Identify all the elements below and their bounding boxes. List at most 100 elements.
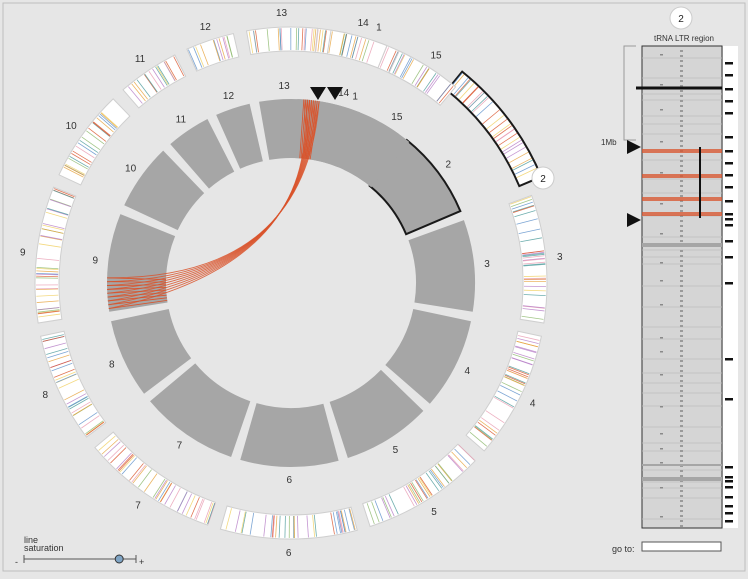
detail-ltr-mark	[680, 275, 683, 277]
detail-side-tick	[725, 486, 733, 489]
detail-col-header-ltr: LTR region	[675, 34, 714, 43]
goto-input[interactable]	[642, 542, 721, 551]
detail-ltr-mark	[680, 205, 683, 207]
selected-chromosome-marker-label: 2	[540, 174, 546, 185]
detail-ltr-mark	[680, 425, 683, 427]
saturation-slider-handle[interactable]	[115, 555, 123, 563]
detail-ltr-mark	[680, 380, 683, 382]
outer-chromosome-14[interactable]	[327, 30, 387, 68]
detail-ltr-mark	[680, 55, 683, 57]
detail-trna-mark	[660, 374, 663, 376]
detail-ltr-mark	[680, 435, 683, 437]
detail-ltr-mark	[680, 400, 683, 402]
detail-ltr-mark	[680, 350, 683, 352]
detail-ltr-mark	[680, 240, 683, 242]
detail-ltr-mark	[680, 495, 683, 497]
inner-chromosome-ring[interactable]	[107, 99, 475, 467]
detail-ltr-mark	[680, 505, 683, 507]
detail-side-tick	[725, 74, 733, 77]
detail-ltr-mark	[680, 330, 683, 332]
detail-ltr-mark	[680, 255, 683, 257]
outer-chromosome-4[interactable]	[466, 331, 541, 451]
outer-label-8: 8	[43, 390, 49, 401]
inner-chromosome-13[interactable]	[259, 99, 310, 160]
detail-panel: 2 tRNA LTR region 1Mb	[601, 7, 738, 528]
outer-chromosome-11[interactable]	[123, 55, 186, 108]
detail-ltr-mark	[680, 160, 683, 162]
detail-trna-mark	[660, 203, 663, 205]
outer-label-1: 1	[376, 23, 382, 34]
goto-label: go to:	[612, 544, 635, 554]
detail-ltr-mark	[680, 315, 683, 317]
detail-ltr-mark	[680, 120, 683, 122]
detail-ltr-mark	[680, 365, 683, 367]
detail-ltr-mark	[680, 115, 683, 117]
inner-label-6: 6	[286, 475, 292, 486]
detail-trna-mark	[660, 448, 663, 450]
detail-side-track[interactable]	[723, 46, 738, 528]
detail-ltr-mark	[680, 170, 683, 172]
detail-ltr-mark	[680, 75, 683, 77]
outer-label-14: 14	[358, 18, 370, 29]
saturation-minus[interactable]: -	[15, 557, 18, 567]
detail-ltr-mark	[680, 340, 683, 342]
detail-ltr-mark	[680, 390, 683, 392]
inner-label-9: 9	[92, 256, 98, 267]
detail-ltr-mark	[680, 50, 683, 52]
detail-trna-mark	[660, 406, 663, 408]
detail-ltr-mark	[680, 65, 683, 67]
detail-ltr-mark	[680, 250, 683, 252]
detail-ltr-mark	[680, 525, 683, 527]
inner-label-12: 12	[223, 91, 235, 102]
detail-ltr-mark	[680, 500, 683, 502]
detail-ltr-mark	[680, 450, 683, 452]
outer-chromosome-6[interactable]	[220, 506, 357, 539]
outer-label-11: 11	[135, 54, 146, 65]
detail-side-tick	[725, 480, 733, 483]
detail-trna-mark	[660, 304, 663, 306]
detail-scale-label: 1Mb	[601, 138, 617, 147]
detail-ltr-mark	[680, 290, 683, 292]
inner-label-7: 7	[177, 440, 183, 451]
detail-side-tick	[725, 200, 733, 203]
detail-ltr-mark	[680, 345, 683, 347]
detail-bracket	[624, 46, 636, 140]
detail-side-tick	[725, 88, 733, 91]
detail-ltr-mark	[680, 285, 683, 287]
line-saturation-control: line saturation - +	[15, 535, 144, 567]
detail-ltr-mark	[680, 300, 683, 302]
detail-ltr-mark	[680, 190, 683, 192]
detail-side-tick	[725, 100, 733, 103]
outer-chromosome-10[interactable]	[59, 99, 130, 185]
outer-label-4: 4	[530, 398, 536, 409]
inner-label-11: 11	[176, 115, 187, 126]
detail-ltr-mark	[680, 335, 683, 337]
outer-chromosome-9[interactable]	[35, 187, 76, 323]
detail-ltr-mark	[680, 440, 683, 442]
inner-label-10: 10	[125, 164, 137, 175]
outer-chromosome-7[interactable]	[95, 432, 216, 525]
detail-ltr-mark	[680, 385, 683, 387]
inner-chromosome-6[interactable]	[240, 403, 338, 467]
detail-trna-mark	[660, 516, 663, 518]
chromosome-marker-left[interactable]	[310, 87, 326, 100]
detail-ltr-mark	[680, 370, 683, 372]
detail-ltr-mark	[680, 415, 683, 417]
outer-feature-line	[285, 516, 286, 538]
inner-chromosome-3[interactable]	[408, 220, 475, 312]
detail-side-tick	[725, 512, 733, 515]
detail-trna-mark	[660, 337, 663, 339]
detail-ltr-mark	[680, 230, 683, 232]
detail-trna-mark	[660, 172, 663, 174]
detail-ltr-mark	[680, 80, 683, 82]
detail-trna-mark	[660, 141, 663, 143]
saturation-plus[interactable]: +	[139, 557, 144, 567]
detail-side-tick	[725, 218, 733, 221]
detail-side-tick	[725, 466, 733, 469]
detail-arrow-upper[interactable]	[627, 140, 641, 154]
detail-ltr-mark	[680, 360, 683, 362]
detail-ltr-mark	[680, 320, 683, 322]
detail-arrow-lower[interactable]	[627, 213, 641, 227]
inner-label-15: 15	[391, 112, 403, 123]
